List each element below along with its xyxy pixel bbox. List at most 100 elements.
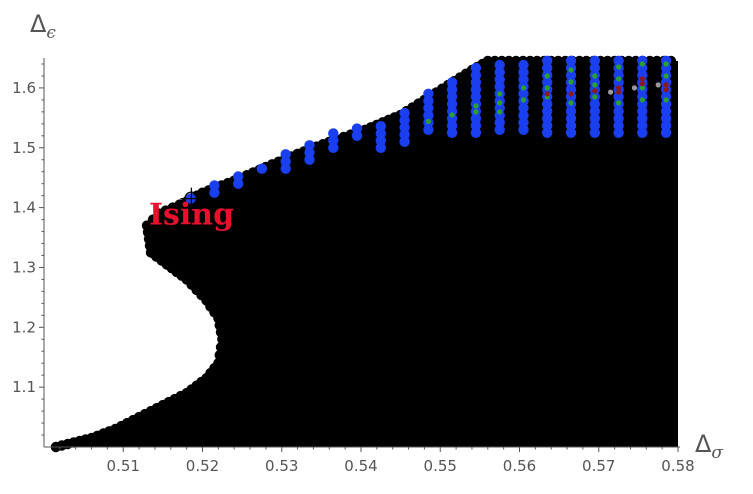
data-point xyxy=(639,97,645,103)
data-point xyxy=(375,121,386,132)
y-tick-label: 1.2 xyxy=(12,318,36,336)
series-0 xyxy=(185,55,672,204)
data-point xyxy=(637,62,648,74)
allowed-region xyxy=(55,61,678,447)
data-point xyxy=(256,163,268,174)
data-point xyxy=(613,91,624,103)
data-point xyxy=(423,95,434,107)
data-point xyxy=(518,110,529,121)
data-point xyxy=(660,98,672,110)
data-point xyxy=(589,55,600,66)
data-point xyxy=(542,113,553,124)
y-tick-label: 1.6 xyxy=(12,79,36,97)
data-point xyxy=(639,81,645,87)
data-point xyxy=(637,120,648,131)
data-point xyxy=(399,115,410,126)
y-axis-label-subscript: ϵ xyxy=(46,23,56,43)
data-point xyxy=(473,109,479,115)
data-point xyxy=(608,89,614,95)
x-tick-label: 0.58 xyxy=(661,457,694,475)
data-point xyxy=(542,62,553,74)
series-2 xyxy=(544,76,669,97)
data-point xyxy=(423,124,434,135)
data-point xyxy=(592,82,598,88)
data-point xyxy=(520,85,527,91)
data-point xyxy=(616,76,622,82)
data-point xyxy=(304,154,315,165)
data-point xyxy=(613,106,624,117)
data-point xyxy=(446,106,458,117)
data-point xyxy=(565,106,577,117)
data-point xyxy=(663,82,669,88)
data-point xyxy=(470,84,482,95)
ising-label: Ising xyxy=(149,198,234,233)
data-point xyxy=(446,91,458,103)
data-point xyxy=(446,84,458,95)
data-point xyxy=(613,120,624,131)
region-edge-dot xyxy=(214,350,225,361)
data-point xyxy=(592,88,598,94)
data-point xyxy=(544,73,550,79)
data-point xyxy=(351,123,363,134)
x-tick-label: 0.55 xyxy=(424,457,457,475)
data-point xyxy=(518,124,529,135)
data-point xyxy=(565,70,577,81)
data-point xyxy=(542,98,553,110)
annotations: Ising xyxy=(149,187,234,233)
data-point xyxy=(542,55,553,66)
data-point xyxy=(518,103,529,114)
data-point xyxy=(613,70,624,81)
data-point xyxy=(655,82,661,88)
data-point xyxy=(637,98,648,110)
data-point xyxy=(639,85,645,91)
data-point xyxy=(470,62,482,74)
data-point xyxy=(616,89,622,95)
data-point xyxy=(375,142,386,153)
data-point xyxy=(423,110,434,121)
data-point xyxy=(565,84,577,95)
data-point xyxy=(425,118,431,124)
region-edge-dot xyxy=(213,358,224,369)
data-point xyxy=(542,77,553,88)
data-point xyxy=(328,142,339,153)
y-tick-label: 1.1 xyxy=(12,378,36,396)
data-point xyxy=(565,120,577,131)
x-tick-label: 0.54 xyxy=(344,457,377,475)
data-point xyxy=(616,100,622,106)
data-point xyxy=(399,107,410,119)
data-point xyxy=(592,73,598,79)
data-point xyxy=(375,135,386,146)
region-layer xyxy=(50,55,678,453)
x-tick-label: 0.52 xyxy=(186,457,219,475)
data-point xyxy=(637,55,648,66)
data-point xyxy=(328,135,339,146)
data-point xyxy=(497,100,503,106)
data-point xyxy=(497,91,503,97)
x-tick-label: 0.57 xyxy=(582,457,615,475)
y-axis-label-main: Δ xyxy=(30,10,47,38)
data-point xyxy=(589,98,600,110)
data-point xyxy=(423,88,434,100)
data-point xyxy=(494,117,505,128)
data-point xyxy=(568,91,574,97)
data-point xyxy=(660,127,672,138)
data-point xyxy=(520,97,527,103)
data-point xyxy=(304,147,315,158)
data-point xyxy=(470,77,482,88)
series-3 xyxy=(608,82,661,95)
data-point xyxy=(280,149,291,160)
data-point xyxy=(470,91,482,103)
region-edge-dot xyxy=(215,342,227,353)
data-point xyxy=(542,127,553,138)
data-point xyxy=(663,87,669,93)
data-point xyxy=(304,140,315,151)
data-point xyxy=(494,67,505,78)
data-point xyxy=(399,136,410,147)
data-point xyxy=(589,120,600,131)
data-point xyxy=(351,130,363,141)
data-point xyxy=(446,98,458,110)
x-axis-label-main: Δ xyxy=(695,430,712,458)
data-point xyxy=(518,74,529,85)
data-point xyxy=(518,88,529,100)
